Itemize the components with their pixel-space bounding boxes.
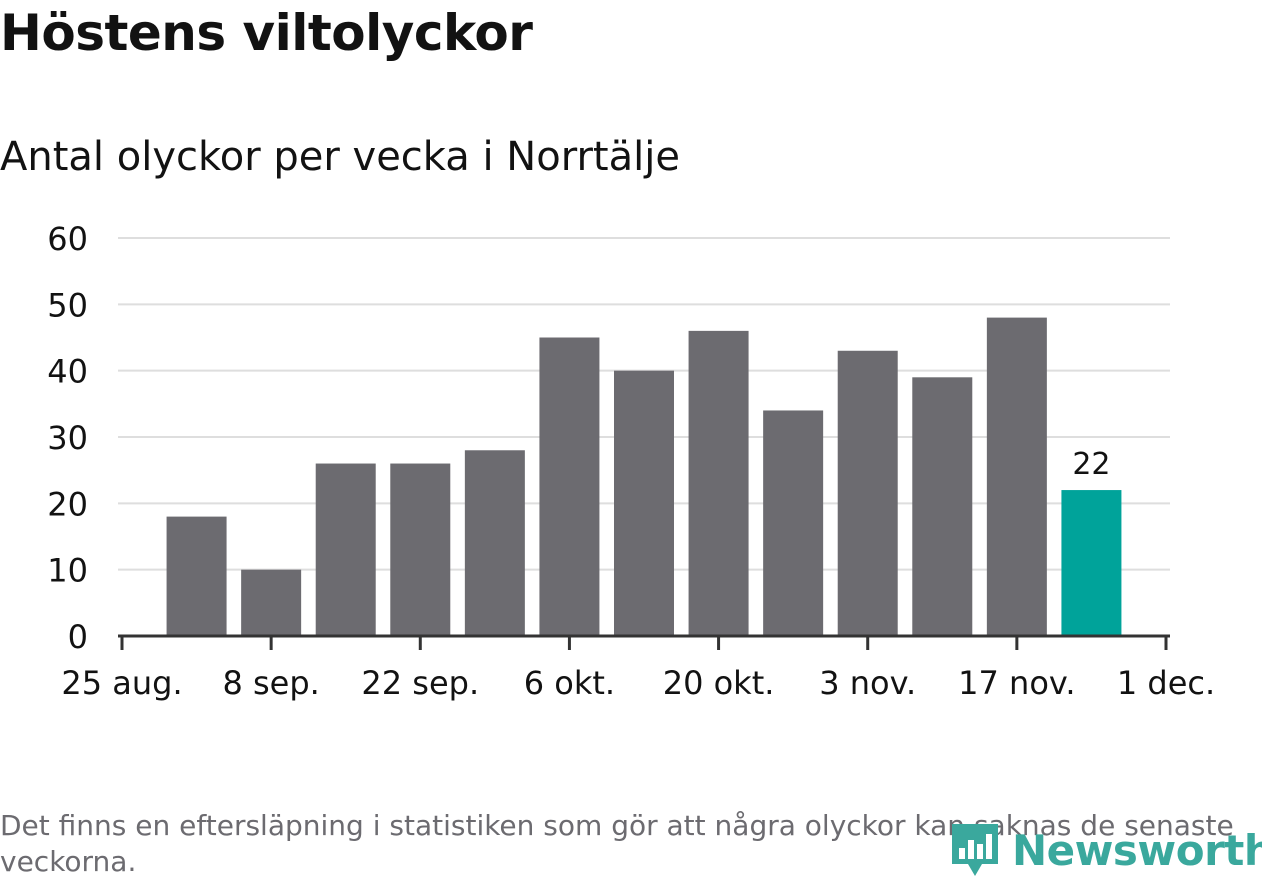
bar — [688, 330, 749, 636]
y-tick-label: 20 — [47, 485, 88, 523]
newsworthy-logo-icon — [952, 824, 998, 876]
footnote: Det finns en eftersläpning i statistiken… — [0, 809, 1234, 878]
chart-title: Höstens viltolyckor — [0, 4, 533, 62]
y-tick-label: 50 — [47, 286, 88, 324]
x-tick-label: 6 okt. — [524, 664, 615, 702]
x-tick-label: 1 dec. — [1117, 664, 1215, 702]
x-tick-label: 17 nov. — [958, 664, 1075, 702]
y-tick-label: 0 — [68, 618, 88, 656]
x-tick-label: 8 sep. — [222, 664, 319, 702]
bar — [986, 317, 1047, 636]
bar-value-label: 22 — [1072, 447, 1110, 482]
bar — [315, 463, 376, 636]
bar — [912, 377, 973, 636]
y-tick-label: 10 — [47, 552, 88, 590]
x-tick-label: 20 okt. — [663, 664, 775, 702]
logo-text: Newsworthy — [1012, 825, 1262, 875]
x-tick-label: 3 nov. — [819, 664, 916, 702]
bar — [539, 337, 600, 636]
bar — [390, 463, 451, 636]
bar — [166, 516, 227, 636]
newsworthy-logo: Newsworthy — [950, 822, 1262, 878]
bar — [763, 410, 824, 636]
chart-subtitle: Antal olyckor per vecka i Norrtälje — [0, 134, 680, 180]
x-tick-label: 25 aug. — [61, 664, 182, 702]
bar-chart: 0 10 20 30 40 50 60 22 25 aug. 8 sep. 22 sep. 6 okt… — [47, 220, 1215, 702]
bar — [464, 450, 525, 636]
bar-highlight — [1061, 490, 1122, 636]
y-tick-label: 30 — [47, 419, 88, 457]
bar — [837, 350, 898, 636]
y-tick-label: 60 — [47, 220, 88, 258]
y-tick-label: 40 — [47, 353, 88, 391]
x-tick-label: 22 sep. — [361, 664, 479, 702]
bar — [614, 370, 674, 636]
bar — [241, 569, 302, 636]
